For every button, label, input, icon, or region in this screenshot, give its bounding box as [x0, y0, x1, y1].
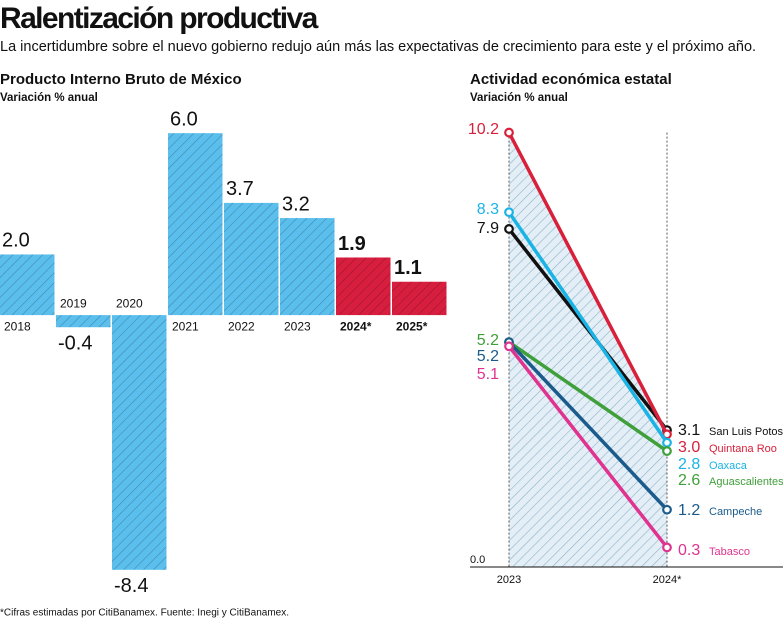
value-label: 5.1	[477, 366, 499, 383]
value-label: 7.9	[477, 220, 499, 237]
legend-label: Campeche	[709, 506, 762, 518]
bar	[392, 281, 447, 316]
x-tick-label: 2024*	[653, 574, 682, 586]
title: Ralentización productiva	[0, 2, 319, 35]
legend-label: San Luis Potosí	[709, 426, 783, 438]
x-tick-label: 2023	[497, 574, 521, 586]
series-line	[507, 340, 669, 511]
legend-label: Quintana Roo	[709, 443, 777, 455]
series-line	[508, 340, 668, 453]
bar	[56, 315, 111, 328]
bar	[168, 133, 223, 316]
value-label: 2.8	[678, 456, 700, 473]
envelope-area	[509, 132, 667, 568]
x-tick-label: 2022	[228, 319, 255, 333]
x-tick-label: 2019	[60, 296, 87, 310]
footnote: *Cifras estimadas por CitiBanamex. Fuent…	[0, 608, 289, 619]
legend-label: Oaxaca	[709, 460, 748, 472]
value-label: 1.1	[394, 257, 422, 279]
series-line	[507, 131, 669, 436]
x-tick-label: 2018	[4, 319, 31, 333]
point	[504, 127, 514, 138]
subtitle: La incertidumbre sobre el nuevo gobierno…	[0, 39, 756, 55]
bar	[336, 257, 391, 316]
value-label: 3.7	[226, 178, 254, 200]
value-label: 3.1	[678, 422, 700, 439]
x-tick-label: 2025*	[396, 319, 428, 333]
value-label: 5.2	[477, 332, 499, 349]
value-label: 3.0	[678, 439, 700, 456]
x-tick-label: 2020	[116, 296, 143, 310]
x-tick-label: 2024*	[340, 319, 372, 333]
chart-subtitle: Variación % anual	[470, 92, 568, 104]
point	[662, 504, 672, 515]
value-label: 8.3	[477, 201, 499, 218]
point	[662, 446, 672, 456]
x-tick-label: 2023	[284, 319, 311, 333]
value-label: 6.0	[170, 108, 198, 130]
point	[504, 207, 514, 218]
y-tick-label: 0.0	[470, 554, 485, 566]
point	[662, 542, 672, 553]
value-label: 5.2	[477, 348, 499, 365]
value-label: 1.2	[678, 502, 700, 519]
chart-title: Actividad económica estatal	[470, 71, 672, 88]
bar	[112, 315, 167, 570]
point	[504, 224, 514, 234]
value-label: 10.2	[468, 121, 499, 138]
bar	[224, 202, 279, 316]
value-label: 2.6	[678, 472, 700, 489]
bar	[280, 218, 335, 316]
point	[504, 341, 514, 352]
point	[662, 437, 672, 448]
bar	[0, 254, 55, 316]
value-label: -0.4	[58, 333, 92, 355]
series-line	[507, 345, 669, 549]
value-label: 2.0	[2, 230, 30, 252]
legend-label: Aguascalientes	[709, 476, 783, 488]
legend-label: Tabasco	[709, 546, 750, 558]
chart-title: Producto Interno Bruto de México	[0, 71, 242, 88]
value-label: 1.9	[338, 233, 366, 255]
value-label: 0.3	[678, 542, 700, 559]
chart-subtitle: Variación % anual	[0, 92, 98, 104]
x-tick-label: 2021	[172, 319, 199, 333]
value-label: -8.4	[114, 575, 148, 597]
series-line	[507, 211, 669, 444]
value-label: 3.2	[282, 193, 310, 215]
